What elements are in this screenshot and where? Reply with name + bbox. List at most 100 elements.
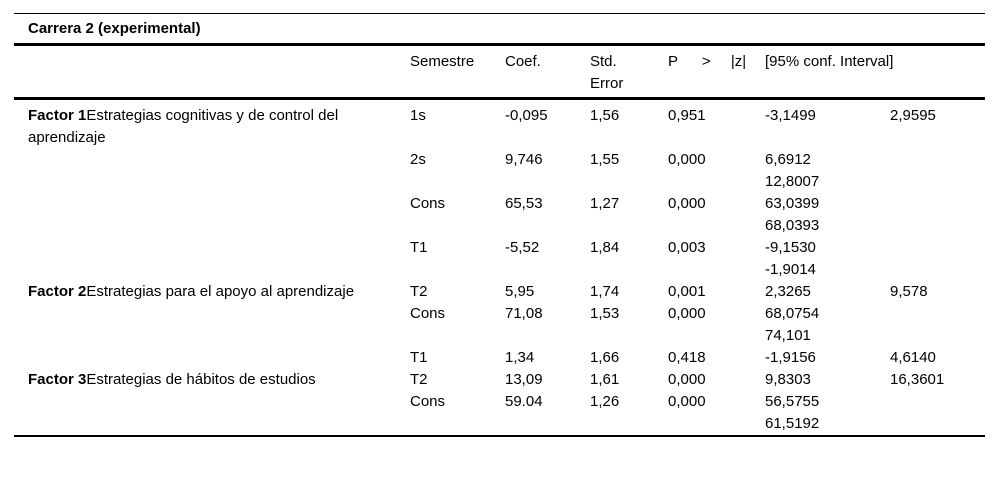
ci-upper-cell: 4,6140 [890, 349, 936, 366]
ci-upper-value: 12,8007 [765, 173, 820, 190]
factor-cell [14, 193, 410, 237]
ci-upper-cell: 9,578 [890, 283, 928, 300]
ci-upper-value: 68,0393 [765, 217, 820, 234]
factor-cell: Factor 1Estrategias cognitivas y de cont… [14, 99, 410, 150]
factor-cell [14, 347, 410, 369]
std-error-cell: 1,56 [590, 107, 620, 124]
header-conf-interval: [95% conf. Interval] [765, 44, 985, 100]
table-row: T1 -5,52 1,84 0,003 -9,1530 -1,9014 [14, 237, 985, 281]
ci-upper-value: -1,9014 [765, 261, 816, 278]
table-row: 2s 9,746 1,55 0,000 6,6912 12,8007 [14, 149, 985, 193]
factor-label: Factor 2 [28, 283, 87, 300]
semestre-cell: T1 [410, 239, 428, 256]
std-error-cell: 1,53 [590, 305, 620, 322]
header-p-value: P > |z| [668, 44, 765, 100]
std-error-cell: 1,55 [590, 151, 620, 168]
ci-lower-cell: 63,0399 68,0393 [765, 193, 890, 237]
ci-lower-cell: -9,1530 -1,9014 [765, 237, 890, 281]
title-row: Carrera 2 (experimental) [14, 13, 985, 46]
ci-upper-cell: 2,9595 [890, 107, 936, 124]
header-row: Semestre Coef. Std. Error P > |z| [95% c… [14, 44, 985, 100]
ci-upper-cell: 16,3601 [890, 371, 945, 388]
semestre-cell: T1 [410, 349, 428, 366]
p-value-cell: 0,001 [668, 283, 706, 300]
ci-upper-cell [890, 303, 985, 347]
ci-upper-cell [890, 193, 985, 237]
header-gt: > [701, 53, 711, 70]
p-value-cell: 0,003 [668, 239, 706, 256]
factor-text: Factor 3Estrategias de hábitos de estudi… [28, 369, 360, 391]
ci-lower-cell: 2,3265 [765, 283, 811, 300]
factor-cell [14, 149, 410, 193]
coef-cell: 9,746 [505, 151, 543, 168]
p-value-cell: 0,418 [668, 349, 706, 366]
factor-cell: Factor 3Estrategias de hábitos de estudi… [14, 369, 410, 391]
ci-lower-value: 68,0754 [765, 305, 820, 322]
ci-lower-value: 63,0399 [765, 195, 820, 212]
factor-text: Factor 2Estrategias para el apoyo al apr… [28, 281, 360, 303]
table-row: Factor 1Estrategias cognitivas y de cont… [14, 99, 985, 150]
ci-lower-cell: -1,9156 [765, 349, 816, 366]
coef-cell: 1,34 [505, 349, 535, 366]
p-value-cell: 0,000 [668, 393, 706, 410]
std-error-cell: 1,61 [590, 371, 620, 388]
factor-description: Estrategias para el apoyo al aprendizaje [86, 283, 355, 300]
factor-cell [14, 391, 410, 436]
std-error-cell: 1,74 [590, 283, 620, 300]
std-error-cell: 1,26 [590, 393, 620, 410]
factor-description: Estrategias cognitivas y de control del … [28, 107, 339, 146]
header-std-error: Std. Error [590, 44, 668, 100]
table-row: T1 1,34 1,66 0,418 -1,9156 4,6140 [14, 347, 985, 369]
coef-cell: 71,08 [505, 305, 543, 322]
std-error-cell: 1,66 [590, 349, 620, 366]
factor-description: Estrategias de hábitos de estudios [86, 371, 316, 388]
coef-cell: 5,95 [505, 283, 535, 300]
p-value-cell: 0,000 [668, 371, 706, 388]
header-semestre: Semestre [410, 44, 505, 100]
ci-lower-value: 56,5755 [765, 393, 820, 410]
ci-upper-cell [890, 237, 985, 281]
ci-upper-value: 61,5192 [765, 415, 820, 432]
p-value-cell: 0,000 [668, 195, 706, 212]
coef-cell: -0,095 [505, 107, 548, 124]
semestre-cell: Cons [410, 195, 446, 212]
factor-cell: Factor 2Estrategias para el apoyo al apr… [14, 281, 410, 303]
semestre-cell: 2s [410, 151, 426, 168]
coef-cell: 65,53 [505, 195, 543, 212]
semestre-cell: Cons [410, 305, 446, 322]
factor-text: Factor 1Estrategias cognitivas y de cont… [28, 105, 360, 149]
table-row: Factor 3Estrategias de hábitos de estudi… [14, 369, 985, 391]
header-z: |z| [730, 53, 747, 70]
ci-lower-cell: 6,6912 12,8007 [765, 149, 890, 193]
p-value-cell: 0,000 [668, 305, 706, 322]
factor-label: Factor 1 [28, 107, 87, 124]
ci-upper-cell [890, 149, 985, 193]
factor-label: Factor 3 [28, 371, 87, 388]
p-value-cell: 0,951 [668, 107, 706, 124]
ci-lower-value: 6,6912 [765, 151, 811, 168]
ci-lower-cell: -3,1499 [765, 107, 816, 124]
semestre-cell: T2 [410, 283, 428, 300]
semestre-cell: 1s [410, 107, 426, 124]
factor-cell [14, 303, 410, 347]
table-title: Carrera 2 (experimental) [14, 13, 985, 46]
std-error-cell: 1,27 [590, 195, 620, 212]
table-row: Cons 71,08 1,53 0,000 68,0754 74,101 [14, 303, 985, 347]
coef-cell: 13,09 [505, 371, 543, 388]
header-coef: Coef. [505, 44, 590, 100]
results-table: Carrera 2 (experimental) Semestre Coef. … [14, 13, 985, 437]
std-error-cell: 1,84 [590, 239, 620, 256]
header-factor-empty [14, 44, 410, 100]
ci-lower-value: -9,1530 [765, 239, 816, 256]
p-value-cell: 0,000 [668, 151, 706, 168]
table-row: Factor 2Estrategias para el apoyo al apr… [14, 281, 985, 303]
ci-lower-cell: 9,8303 [765, 371, 811, 388]
header-p: P [668, 53, 678, 70]
ci-lower-cell: 56,5755 61,5192 [765, 391, 890, 436]
header-std-error-text: Std. Error [590, 53, 624, 92]
ci-upper-cell [890, 391, 985, 436]
semestre-cell: Cons [410, 393, 446, 410]
semestre-cell: T2 [410, 371, 428, 388]
table-row: Cons 65,53 1,27 0,000 63,0399 68,0393 [14, 193, 985, 237]
